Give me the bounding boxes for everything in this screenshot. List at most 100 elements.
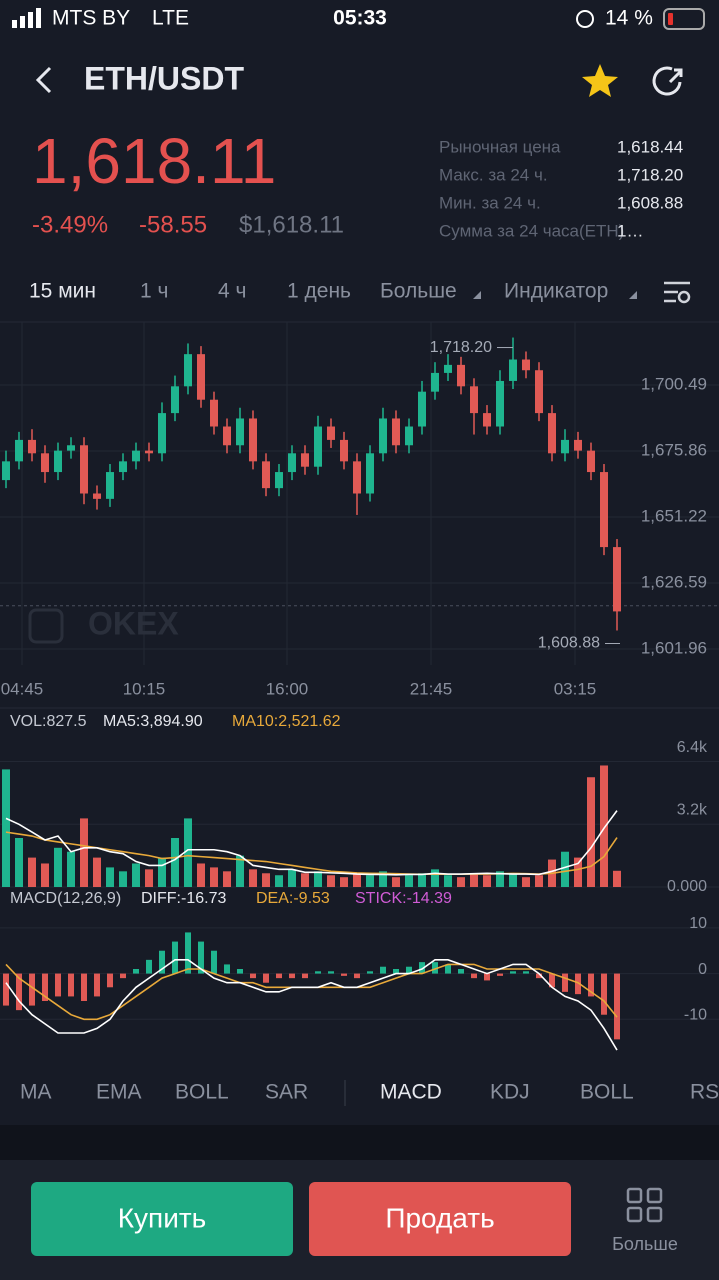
vol-tick-label: 3.2k — [677, 801, 708, 818]
indicator-tab[interactable]: BOLL — [175, 1081, 229, 1104]
candle-body — [509, 359, 517, 381]
volume-bar — [288, 869, 296, 887]
change-pct: -3.49% — [32, 211, 108, 238]
clock: 05:33 — [333, 7, 387, 30]
macd-stick — [406, 966, 412, 974]
low-label: 1,608.88 — [538, 635, 600, 652]
indicator-tab[interactable]: MA — [20, 1081, 52, 1104]
volume-bar — [379, 871, 387, 887]
macd-stick — [458, 969, 464, 974]
pair-title: ETH/USDT — [84, 60, 244, 96]
macd-label: MACD(12,26,9) — [10, 890, 121, 907]
time-label: 03:15 — [554, 679, 597, 698]
macd-stick — [237, 969, 243, 974]
indicator-tab[interactable]: KDJ — [490, 1081, 530, 1104]
watermark-logo — [28, 608, 64, 644]
sell-button[interactable] — [309, 1182, 571, 1256]
macd-stick — [328, 971, 334, 974]
indicator-tab[interactable]: MACD — [380, 1081, 442, 1104]
share-arrow — [668, 68, 683, 84]
volume-bar — [210, 867, 218, 887]
vol-tick-label: 6.4k — [677, 739, 708, 756]
macd-stick — [263, 973, 269, 983]
macd-stick — [484, 973, 490, 981]
volume-bar — [574, 857, 582, 887]
high-label: 1,718.20 — [430, 339, 492, 356]
volume-bar — [613, 870, 621, 887]
candle-body — [184, 354, 192, 387]
timeframe-tab[interactable]: Индикатор — [504, 280, 608, 303]
candle-body — [613, 547, 621, 612]
volume-bar — [119, 871, 127, 887]
macd-stick — [81, 973, 87, 1001]
macd-stick — [133, 969, 139, 974]
volume-bar — [353, 873, 361, 887]
more-label[interactable]: Больше — [612, 1234, 678, 1254]
volume-bar — [600, 765, 608, 887]
candle-body — [353, 461, 361, 494]
timeframe-tab[interactable]: 1 день — [287, 280, 351, 303]
stat-label: Сумма за 24 часа(ETH) — [439, 221, 624, 240]
macd-stick — [107, 973, 113, 988]
candle-body — [197, 354, 205, 400]
macd-stick — [588, 973, 594, 997]
indicator-tab[interactable]: EMA — [96, 1081, 142, 1104]
candle-body — [405, 426, 413, 446]
candle-body — [2, 461, 10, 481]
volume-bar — [301, 873, 309, 887]
candle-body — [522, 359, 530, 371]
volume-bar — [223, 871, 231, 887]
candle-body — [444, 364, 452, 373]
ma10-label: MA10:2,521.62 — [232, 713, 341, 730]
volume-bar — [158, 857, 166, 887]
candle-body — [275, 472, 283, 489]
timeframe-tab[interactable]: 4 ч — [218, 280, 246, 303]
volume-bar — [275, 875, 283, 887]
volume-bar — [41, 863, 49, 887]
candle-body — [145, 450, 153, 454]
indicator-tab[interactable]: SAR — [265, 1081, 308, 1104]
candle-body — [366, 453, 374, 494]
buy-button[interactable] — [31, 1182, 293, 1256]
candle-body — [288, 453, 296, 473]
candle-body — [587, 450, 595, 473]
battery-level: 14 % — [605, 7, 653, 30]
share-button[interactable] — [652, 66, 682, 96]
candle-body — [236, 418, 244, 446]
macd-stick — [354, 973, 360, 979]
volume-bar — [145, 869, 153, 887]
candle-body — [561, 439, 569, 454]
timeframe-tab[interactable]: 1 ч — [140, 280, 168, 303]
back-button[interactable] — [35, 66, 52, 94]
favorite-star[interactable] — [582, 64, 618, 97]
indicator-settings[interactable] — [664, 281, 691, 304]
macd-stick — [276, 973, 282, 979]
vol-tick-label: 0.000 — [667, 878, 707, 895]
ma5-label: MA5:3,894.90 — [103, 713, 203, 730]
candle-body — [28, 439, 36, 454]
indicator-tab[interactable]: BOLL — [580, 1081, 634, 1104]
signal — [12, 8, 41, 28]
stat-value: 1,608.88 — [617, 193, 683, 212]
dea-label: DEA:-9.53 — [256, 890, 330, 907]
candle-body — [119, 461, 127, 473]
timeframe-tab[interactable]: 15 мин — [29, 280, 96, 303]
volume-bar — [561, 851, 569, 887]
sell-label: Продать — [385, 1202, 494, 1233]
volume-bar — [2, 769, 10, 887]
volume-bar — [431, 869, 439, 887]
time-label: 16:00 — [266, 679, 309, 698]
indicator-tab[interactable]: RS — [690, 1081, 719, 1104]
stat-label: Макс. за 24 ч. — [439, 165, 548, 184]
volume-bar — [405, 875, 413, 887]
macd-stick — [393, 969, 399, 974]
more-icon[interactable] — [626, 1187, 663, 1223]
volume-bar — [106, 867, 114, 887]
candle-body — [392, 418, 400, 446]
macd-stick — [120, 973, 126, 979]
macd-stick — [601, 973, 607, 1015]
macd-stick — [250, 973, 256, 979]
macd-stick — [419, 962, 425, 974]
timeframe-tab[interactable]: Больше — [380, 280, 457, 303]
